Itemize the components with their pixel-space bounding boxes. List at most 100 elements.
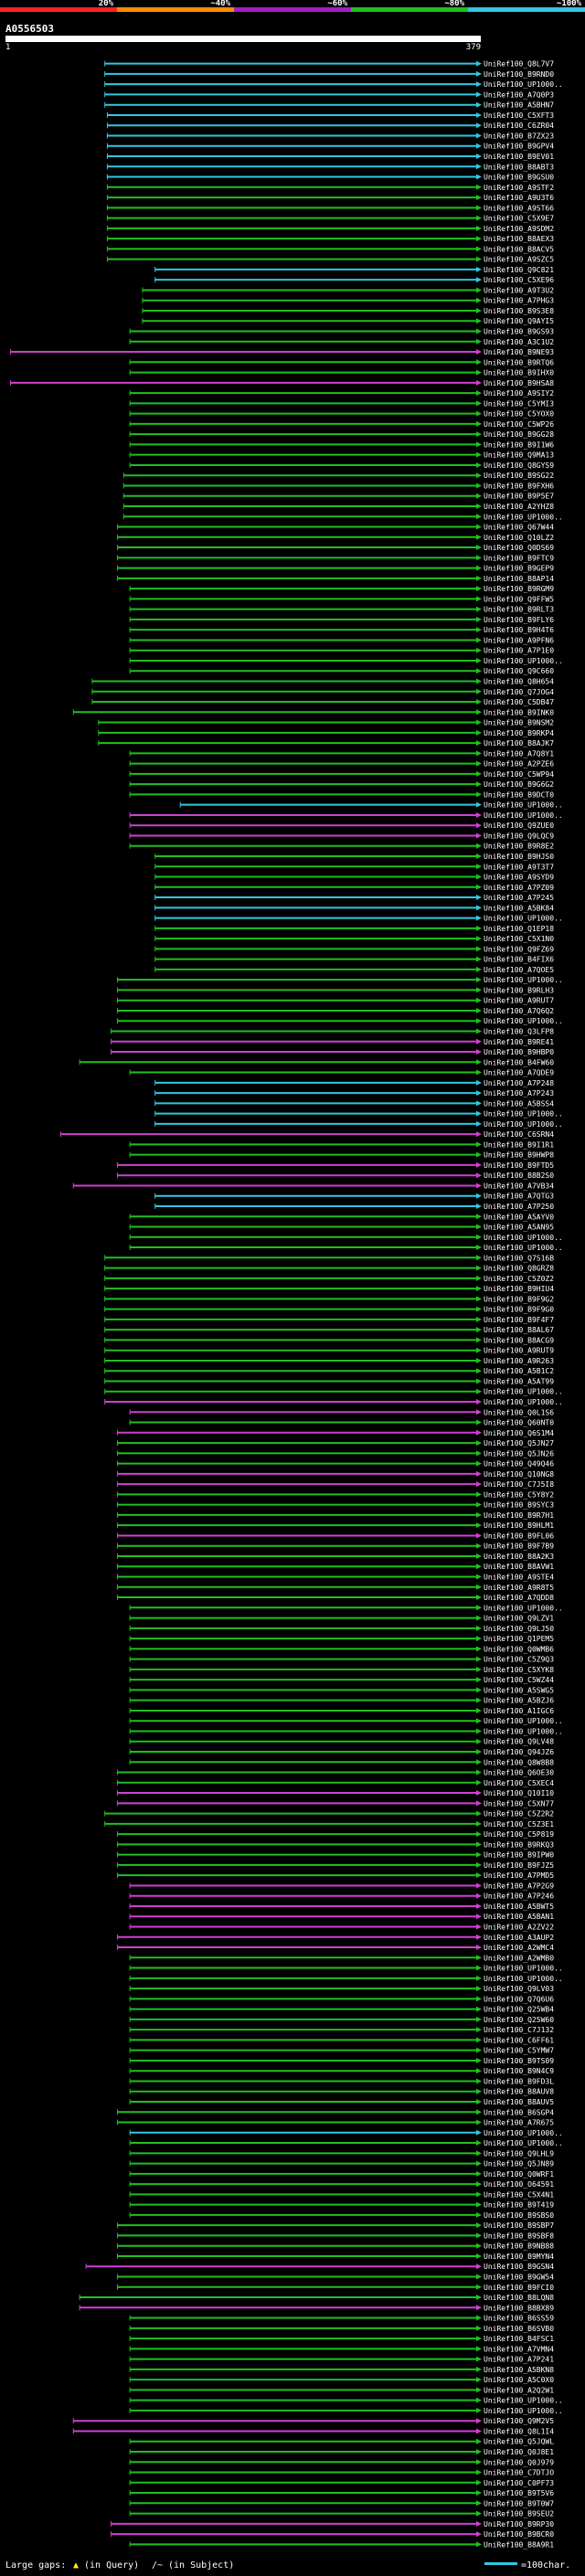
hit-label[interactable]: UniRef100_C5X4N1: [484, 2190, 554, 2199]
hit-label[interactable]: UniRef100_B8ACG9: [484, 1336, 554, 1344]
hit-label[interactable]: UniRef100_UP1000..: [484, 1388, 563, 1396]
hit-label[interactable]: UniRef100_B9EV01: [484, 153, 554, 161]
hit-label[interactable]: UniRef100_B9RE41: [484, 1038, 554, 1046]
hit-label[interactable]: UniRef100_B6SS59: [484, 2315, 554, 2323]
hit-label[interactable]: UniRef100_B9FJZ5: [484, 1861, 554, 1870]
hit-label[interactable]: UniRef100_B9INK0: [484, 708, 554, 716]
hit-label[interactable]: UniRef100_UP1000..: [484, 2139, 563, 2147]
hit-label[interactable]: UniRef100_C5WP26: [484, 420, 554, 429]
hit-label[interactable]: UniRef100_Q0L1S6: [484, 1408, 554, 1416]
hit-label[interactable]: UniRef100_B8ACV5: [484, 245, 554, 253]
hit-label[interactable]: UniRef100_Q9LJ50: [484, 1625, 554, 1633]
hit-label[interactable]: UniRef100_B9RLH3: [484, 986, 554, 994]
hit-label[interactable]: UniRef100_A5BHN7: [484, 101, 554, 110]
hit-label[interactable]: UniRef100_UP1000..: [484, 915, 563, 923]
hit-label[interactable]: UniRef100_A9T3U2: [484, 286, 554, 294]
hit-label[interactable]: UniRef100_Q8H654: [484, 678, 554, 686]
hit-label[interactable]: UniRef100_Q8L7V7: [484, 60, 554, 69]
hit-label[interactable]: UniRef100_UP1000..: [484, 1110, 563, 1118]
hit-label[interactable]: UniRef100_A9R263: [484, 1357, 554, 1365]
hit-label[interactable]: UniRef100_UP1000..: [484, 2129, 563, 2137]
hit-label[interactable]: UniRef100_Q8GRZ8: [484, 1265, 554, 1273]
hit-label[interactable]: UniRef100_UP1000..: [484, 811, 563, 820]
hit-label[interactable]: UniRef100_A5BAN1: [484, 1913, 554, 1921]
hit-label[interactable]: UniRef100_B8B2S0: [484, 1171, 554, 1180]
hit-label[interactable]: UniRef100_B9H4T6: [484, 626, 554, 634]
hit-label[interactable]: UniRef100_B9IHX0: [484, 369, 554, 377]
hit-label[interactable]: UniRef100_B9P5E7: [484, 493, 554, 501]
hit-label[interactable]: UniRef100_B9SYC3: [484, 1501, 554, 1510]
hit-label[interactable]: UniRef100_Q0J979: [484, 2458, 554, 2466]
hit-label[interactable]: UniRef100_UP1000..: [484, 1975, 563, 1983]
hit-label[interactable]: UniRef100_B9RLT3: [484, 606, 554, 614]
hit-label[interactable]: UniRef100_Q1EP18: [484, 925, 554, 933]
hit-label[interactable]: UniRef100_B6SVB0: [484, 2325, 554, 2333]
hit-label[interactable]: UniRef100_C5XYK8: [484, 1666, 554, 1674]
hit-label[interactable]: UniRef100_A7P2G9: [484, 1882, 554, 1890]
hit-label[interactable]: UniRef100_B9SBF8: [484, 2231, 554, 2240]
hit-label[interactable]: UniRef100_Q9AYI5: [484, 317, 554, 325]
hit-label[interactable]: UniRef100_A2YHZ8: [484, 503, 554, 511]
hit-label[interactable]: UniRef100_C5YOX0: [484, 410, 554, 419]
hit-label[interactable]: UniRef100_A7P241: [484, 2356, 554, 2364]
hit-label[interactable]: UniRef100_B9FCI0: [484, 2284, 554, 2292]
hit-label[interactable]: UniRef100_B9RTQ6: [484, 358, 554, 366]
hit-label[interactable]: UniRef100_B9RKP4: [484, 729, 554, 737]
hit-label[interactable]: UniRef100_A3AUP2: [484, 1934, 554, 1942]
hit-label[interactable]: UniRef100_B9T5V6: [484, 2489, 554, 2497]
hit-label[interactable]: UniRef100_B4FSC1: [484, 2335, 554, 2343]
hit-label[interactable]: UniRef100_B9HBP0: [484, 1048, 554, 1056]
hit-label[interactable]: UniRef100_A9T3T7: [484, 863, 554, 871]
hit-label[interactable]: UniRef100_C5Z3E1: [484, 1820, 554, 1829]
hit-label[interactable]: UniRef100_Q9LQC9: [484, 832, 554, 840]
hit-label[interactable]: UniRef100_C5WP94: [484, 770, 554, 779]
hit-label[interactable]: UniRef100_B9T0W7: [484, 2499, 554, 2507]
hit-label[interactable]: UniRef100_B9T419: [484, 2201, 554, 2210]
hit-label[interactable]: UniRef100_A7QDD8: [484, 1594, 554, 1602]
hit-label[interactable]: UniRef100_Q7Q6U6: [484, 1995, 554, 2003]
hit-label[interactable]: UniRef100_B9GW54: [484, 2273, 554, 2281]
hit-label[interactable]: UniRef100_UP1000..: [484, 1017, 563, 1025]
hit-label[interactable]: UniRef100_C5Z9Q3: [484, 1656, 554, 1664]
hit-label[interactable]: UniRef100_B9BCR0: [484, 2530, 554, 2539]
hit-label[interactable]: UniRef100_A9SDM2: [484, 225, 554, 233]
hit-label[interactable]: UniRef100_A9STE4: [484, 1574, 554, 1582]
hit-label[interactable]: UniRef100_Q9LZV1: [484, 1615, 554, 1623]
hit-label[interactable]: UniRef100_UP1000..: [484, 513, 563, 521]
hit-label[interactable]: UniRef100_A7P1E0: [484, 647, 554, 655]
hit-label[interactable]: UniRef100_A7P245: [484, 894, 554, 902]
hit-label[interactable]: UniRef100_B8ABT3: [484, 163, 554, 171]
hit-label[interactable]: UniRef100_Q9LV03: [484, 1985, 554, 1993]
hit-label[interactable]: UniRef100_B9R7H1: [484, 1511, 554, 1520]
hit-label[interactable]: UniRef100_Q8L1I4: [484, 2427, 554, 2435]
hit-label[interactable]: UniRef100_UP1000..: [484, 1398, 563, 1406]
hit-label[interactable]: UniRef100_B8LQN8: [484, 2294, 554, 2302]
hit-label[interactable]: UniRef100_A9R8T5: [484, 1584, 554, 1592]
hit-label[interactable]: UniRef100_C5YMW7: [484, 2047, 554, 2055]
hit-label[interactable]: UniRef100_A7QOE5: [484, 966, 554, 974]
hit-label[interactable]: UniRef100_UP1000..: [484, 801, 563, 810]
hit-label[interactable]: UniRef100_A7QTG3: [484, 1193, 554, 1201]
hit-label[interactable]: UniRef100_B9SEU2: [484, 2510, 554, 2518]
hit-label[interactable]: UniRef100_B8A9R1: [484, 2540, 554, 2549]
hit-label[interactable]: UniRef100_Q3LFP8: [484, 1027, 554, 1035]
hit-label[interactable]: UniRef100_Q67W44: [484, 524, 554, 532]
hit-label[interactable]: UniRef100_B6SGP4: [484, 2108, 554, 2116]
hit-label[interactable]: UniRef100_B9RGM9: [484, 585, 554, 593]
hit-label[interactable]: UniRef100_B9HSA8: [484, 379, 554, 387]
hit-label[interactable]: UniRef100_A7PZ09: [484, 884, 554, 892]
hit-label[interactable]: UniRef100_B8AUV5: [484, 2098, 554, 2106]
hit-label[interactable]: UniRef100_A5AYV0: [484, 1213, 554, 1221]
hit-label[interactable]: UniRef100_C5XFT3: [484, 111, 554, 120]
hit-label[interactable]: UniRef100_C5Y8Y2: [484, 1490, 554, 1499]
hit-label[interactable]: UniRef100_B7ZX23: [484, 132, 554, 140]
hit-label[interactable]: UniRef100_A5BKN8: [484, 2366, 554, 2374]
hit-label[interactable]: UniRef100_Q0J8E1: [484, 2448, 554, 2456]
hit-label[interactable]: UniRef100_B4FW60: [484, 1058, 554, 1066]
hit-label[interactable]: UniRef100_Q9ZUE0: [484, 822, 554, 830]
hit-label[interactable]: UniRef100_UP1000..: [484, 1727, 563, 1735]
hit-label[interactable]: UniRef100_A7P248: [484, 1079, 554, 1087]
hit-label[interactable]: UniRef100_A5BSS4: [484, 1099, 554, 1108]
hit-label[interactable]: UniRef100_Q7S16B: [484, 1254, 554, 1262]
hit-label[interactable]: UniRef100_B9FLY6: [484, 616, 554, 624]
